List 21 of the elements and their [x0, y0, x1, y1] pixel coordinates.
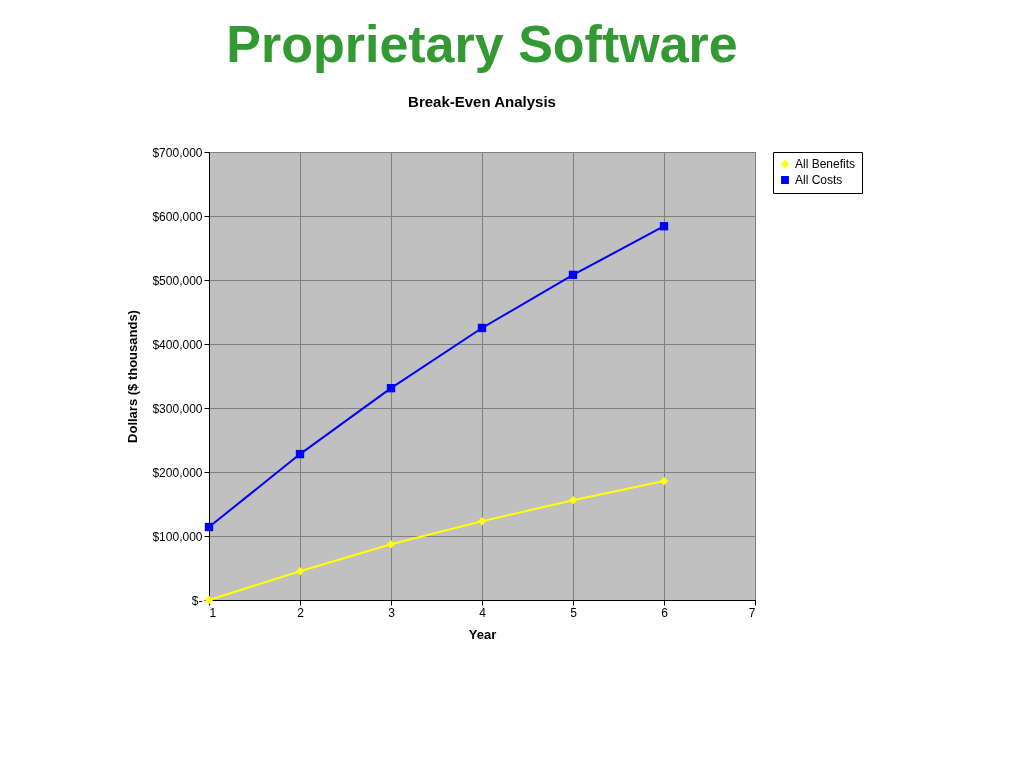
x-tick-label: 3	[388, 605, 396, 620]
y-tick-label: $500,000	[152, 273, 203, 288]
y-tick-label: $700,000	[152, 145, 203, 160]
legend-label: All Costs	[795, 173, 843, 187]
y-tick-label: $200,000	[152, 465, 203, 480]
x-tick-label: 6	[661, 605, 669, 620]
y-axis-title: Dollars ($ thousands)	[125, 310, 141, 443]
y-tick-label: $100,000	[152, 529, 203, 544]
x-tick-label: 4	[479, 605, 487, 620]
y-tick-label: $600,000	[152, 209, 203, 224]
x-axis-title: Year	[468, 626, 497, 642]
y-tick-label: $400,000	[152, 337, 203, 352]
legend-label: All Benefits	[795, 157, 856, 171]
y-tick-label: $300,000	[152, 401, 203, 416]
x-tick-label: 1	[209, 605, 217, 620]
y-tick-label: $-	[191, 593, 203, 608]
chart-subtitle: Break-Even Analysis	[408, 93, 556, 110]
chart-title: Proprietary Software	[226, 15, 738, 73]
x-tick-label: 5	[570, 605, 578, 620]
x-tick-label: 2	[297, 605, 305, 620]
x-tick-label: 7	[748, 605, 756, 620]
